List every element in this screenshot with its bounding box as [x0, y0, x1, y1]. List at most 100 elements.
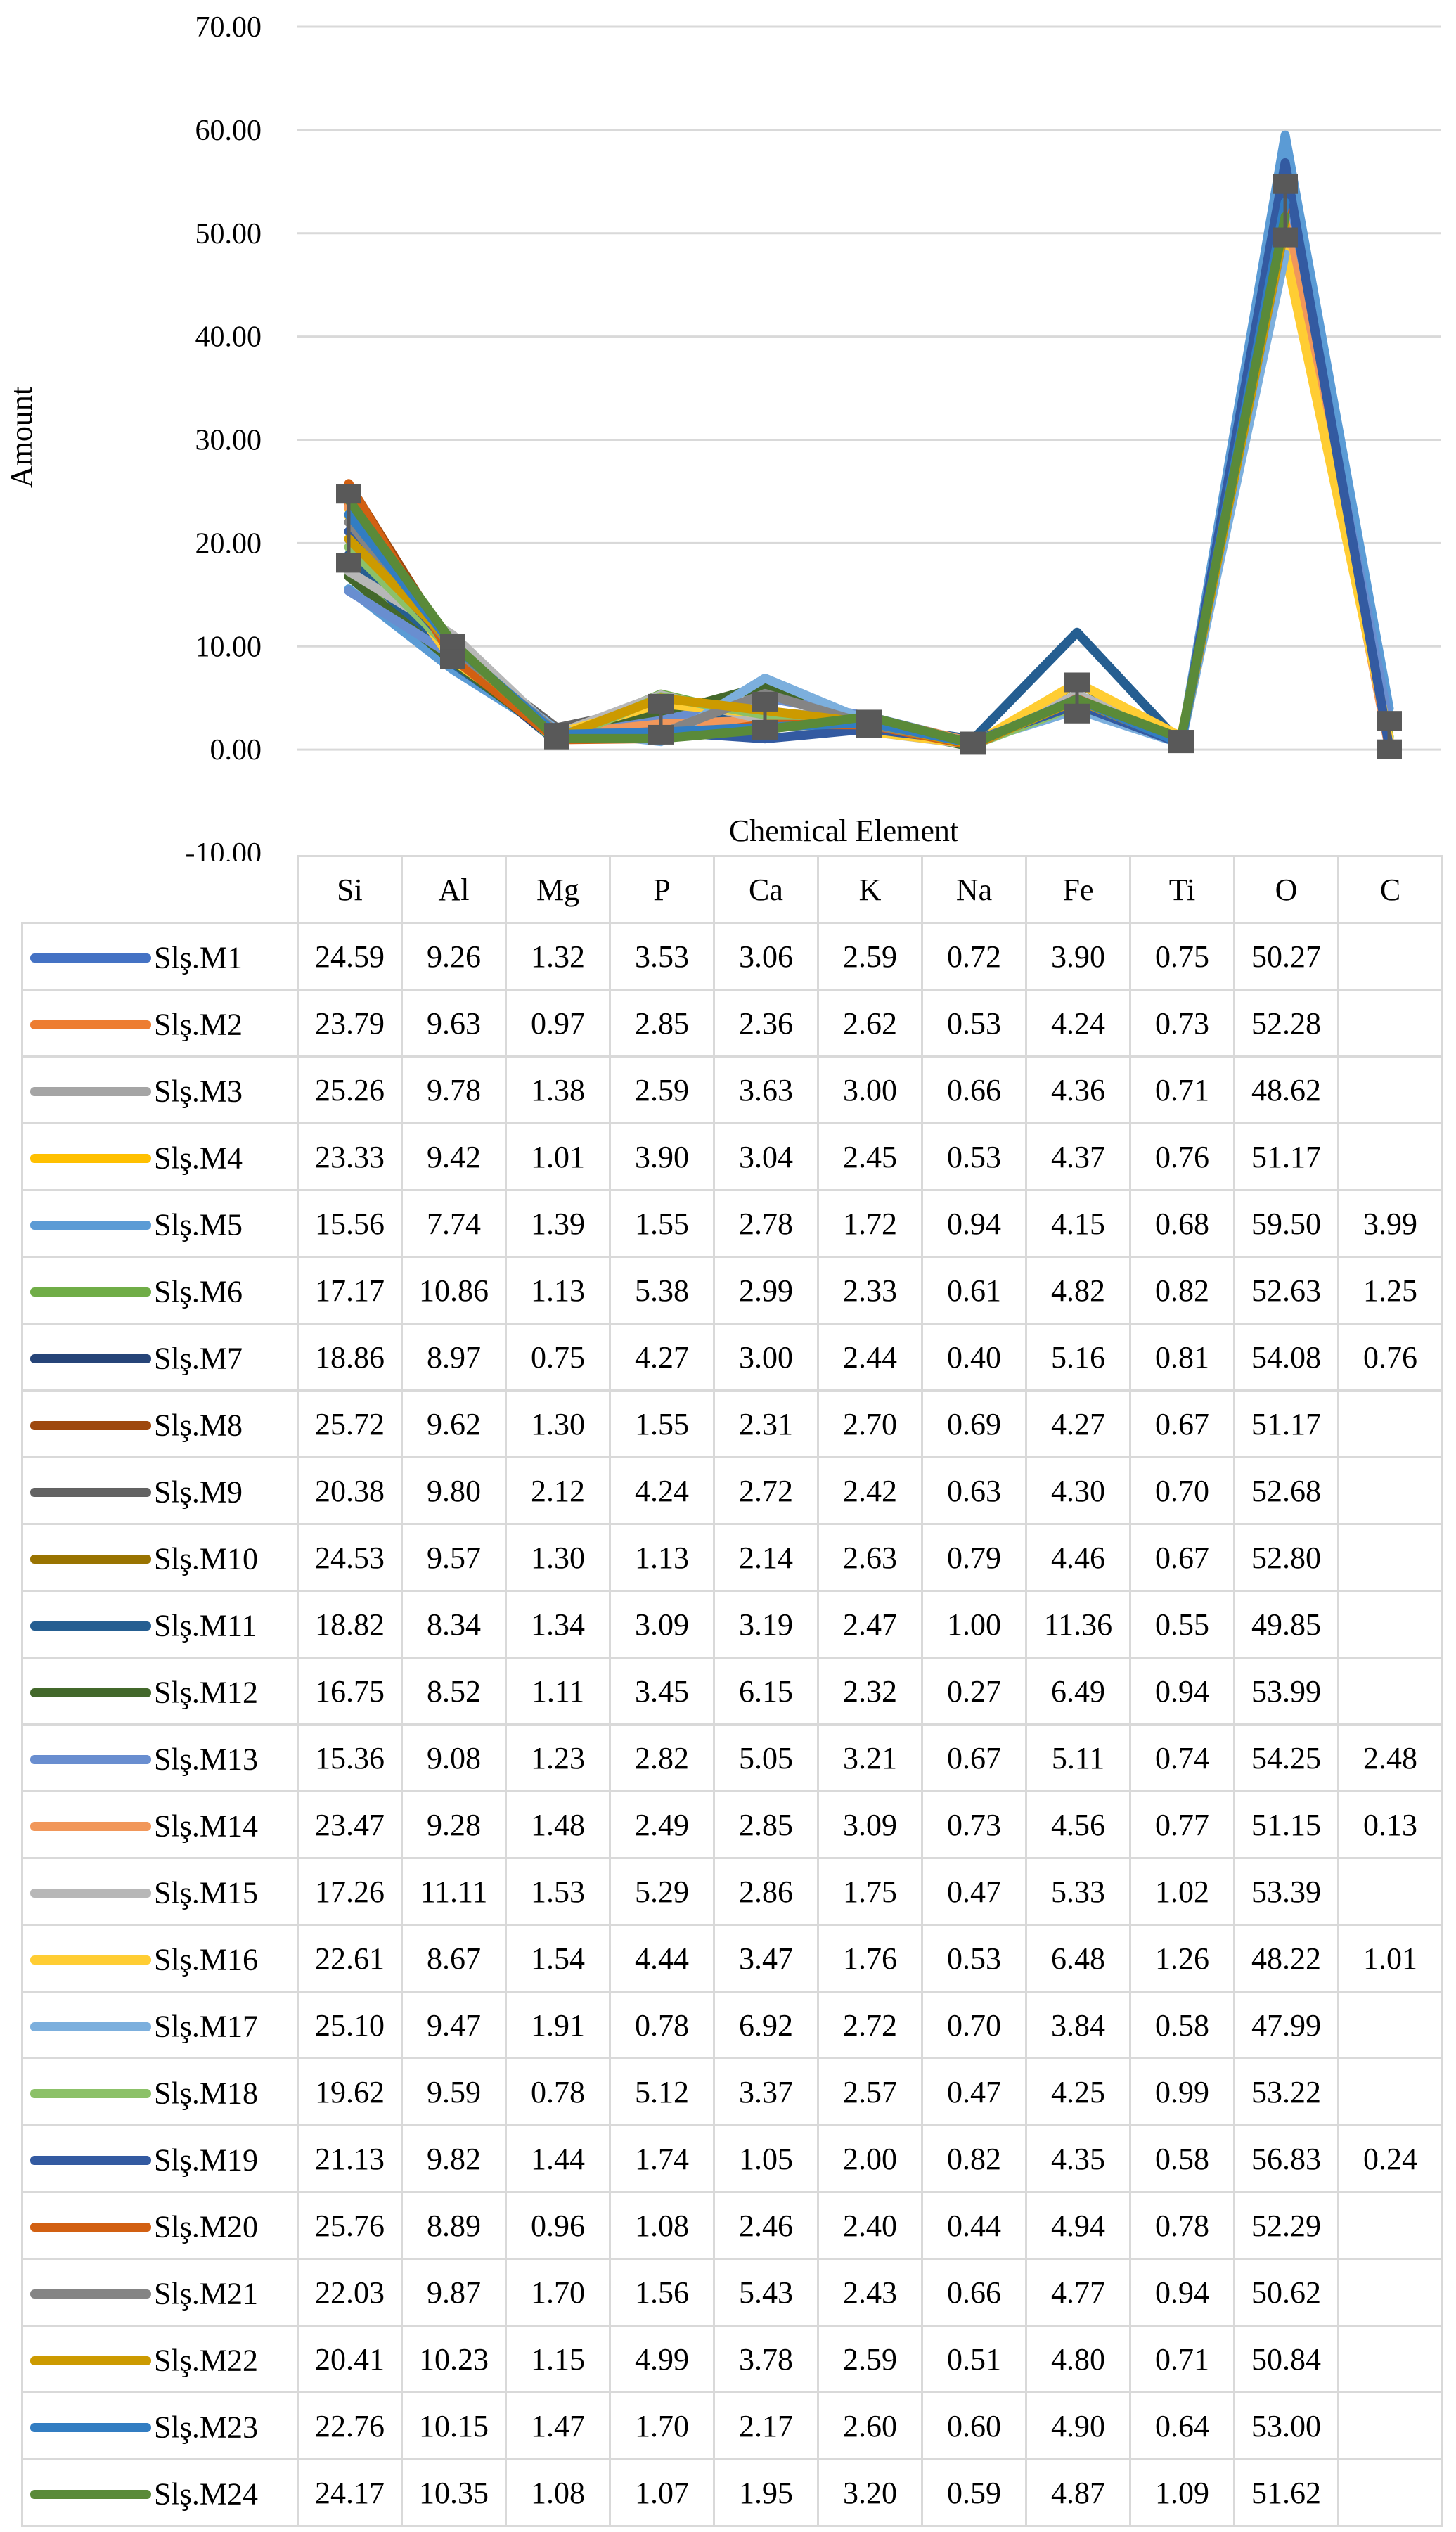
- table-cell: 3.90: [1025, 922, 1131, 991]
- table-cell: 1.08: [505, 2458, 611, 2527]
- table-cell: 1.02: [1129, 1857, 1235, 1926]
- table-cell: 47.99: [1233, 1991, 1339, 2059]
- table-cell: 0.59: [921, 2458, 1027, 2527]
- error-bar-k: [856, 709, 882, 738]
- error-bar-si: [336, 484, 361, 573]
- table-cell: 0.44: [921, 2191, 1027, 2260]
- table-cell: 18.86: [297, 1323, 403, 1392]
- table-cell: 1.55: [609, 1389, 715, 1458]
- series-name: Slş.M24: [154, 2476, 258, 2512]
- table-cell: 1.15: [505, 2325, 611, 2393]
- table-row: Slş.M22 20.41 10.23 1.15 4.99 3.78 2.59 0.51 4.8…: [21, 2325, 1443, 2393]
- table-cell: 2.40: [817, 2191, 923, 2260]
- column-header-c: C: [1337, 855, 1443, 924]
- table-cell: 59.50: [1233, 1189, 1339, 1258]
- table-cell: 2.47: [817, 1590, 923, 1659]
- table-row: Slş.M13 15.36 9.08 1.23 2.82 5.05 3.21 0.67 5.11…: [21, 1723, 1443, 1792]
- table-cell: 3.09: [817, 1790, 923, 1859]
- column-header-o: O: [1233, 855, 1339, 924]
- table-row: Slş.M7 18.86 8.97 0.75 4.27 3.00 2.44 0.40 5.16 0…: [21, 1323, 1443, 1392]
- series-name: Slş.M23: [154, 2410, 258, 2445]
- line-chart: 70.0060.0050.0040.0030.0020.0010.000.00-…: [4, 11, 1441, 861]
- table-cell: 1.26: [1129, 1924, 1235, 1993]
- table-cell: 0.76: [1129, 1122, 1235, 1191]
- legend-entry: Slş.M18: [21, 2057, 299, 2126]
- series-name: Slş.M12: [154, 1675, 258, 1710]
- table-cell: 48.62: [1233, 1055, 1339, 1124]
- table-cell: 3.09: [609, 1590, 715, 1659]
- table-cell: 10.15: [401, 2391, 507, 2460]
- table-cell: 2.72: [713, 1456, 819, 1525]
- series-name: Slş.M8: [154, 1408, 243, 1443]
- table-cell: 4.27: [609, 1323, 715, 1392]
- table-cell: 0.67: [921, 1723, 1027, 1792]
- table-cell: 20.38: [297, 1456, 403, 1525]
- table-cell: 8.52: [401, 1657, 507, 1726]
- table-cell: 1.53: [505, 1857, 611, 1926]
- table-cell: 56.83: [1233, 2124, 1339, 2193]
- table-cell: 4.94: [1025, 2191, 1131, 2260]
- series-name: Slş.M9: [154, 1474, 243, 1510]
- table-cell: 2.99: [713, 1256, 819, 1325]
- table-cell: 0.69: [921, 1389, 1027, 1458]
- table-cell: 3.45: [609, 1657, 715, 1726]
- legend-key: [30, 1354, 151, 1363]
- table-cell: 1.08: [609, 2191, 715, 2260]
- table-cell: 0.71: [1129, 1055, 1235, 1124]
- table-cell: 10.86: [401, 1256, 507, 1325]
- table-cell: 2.82: [609, 1723, 715, 1792]
- table-cell: 2.63: [817, 1523, 923, 1592]
- column-header-ti: Ti: [1129, 855, 1235, 924]
- table-cell: 1.38: [505, 1055, 611, 1124]
- table-cell: 6.49: [1025, 1657, 1131, 1726]
- table-cell: 2.59: [817, 2325, 923, 2393]
- legend-key: [30, 1487, 151, 1497]
- table-cell: 8.34: [401, 1590, 507, 1659]
- table-cell: 2.14: [713, 1523, 819, 1592]
- table-cell: 0.97: [505, 989, 611, 1058]
- table-cell: 0.58: [1129, 1991, 1235, 2059]
- table-cell: 0.61: [921, 1256, 1027, 1325]
- series-name: Slş.M19: [154, 2142, 258, 2178]
- table-cell: 0.79: [921, 1523, 1027, 1592]
- table-cell: 0.82: [1129, 1256, 1235, 1325]
- table-cell: 3.47: [713, 1924, 819, 1993]
- table-cell: 15.56: [297, 1189, 403, 1258]
- table-cell: 0.64: [1129, 2391, 1235, 2460]
- legend-key: [30, 1086, 151, 1096]
- table-row: Slş.M17 25.10 9.47 1.91 0.78 6.92 2.72 0.70 3.84…: [21, 1991, 1443, 2059]
- table-row: Slş.M10 24.53 9.57 1.30 1.13 2.14 2.63 0.79 4.46…: [21, 1523, 1443, 1592]
- legend-key: [30, 2155, 151, 2165]
- legend-key: [30, 2222, 151, 2232]
- table-cell: [1337, 2258, 1443, 2327]
- table-cell: 9.63: [401, 989, 507, 1058]
- legend-entry: Slş.M14: [21, 1790, 299, 1859]
- table-cell: 2.45: [817, 1122, 923, 1191]
- table-cell: 0.53: [921, 1924, 1027, 1993]
- series-name: Slş.M14: [154, 1808, 258, 1844]
- table-cell: [1337, 2458, 1443, 2527]
- table-header-row: Si Al Mg P Ca K Na Fe Ti O C: [22, 855, 1443, 924]
- table-cell: 25.10: [297, 1991, 403, 2059]
- table-cell: 25.76: [297, 2191, 403, 2260]
- table-cell: [1337, 1657, 1443, 1726]
- column-header-si: Si: [297, 855, 403, 924]
- table-cell: [1337, 1389, 1443, 1458]
- table-cell: [1337, 2057, 1443, 2126]
- series-line-10: [344, 200, 1290, 747]
- table-cell: 11.11: [401, 1857, 507, 1926]
- table-cell: 1.13: [609, 1523, 715, 1592]
- y-axis-title: Amount: [4, 387, 39, 488]
- legend-entry: Slş.M7: [21, 1323, 299, 1392]
- table-cell: 51.15: [1233, 1790, 1339, 1859]
- table-cell: 0.81: [1129, 1323, 1235, 1392]
- table-cell: 5.05: [713, 1723, 819, 1792]
- table-cell: 9.57: [401, 1523, 507, 1592]
- table-cell: 17.17: [297, 1256, 403, 1325]
- table-cell: 5.12: [609, 2057, 715, 2126]
- legend-key: [30, 1153, 151, 1163]
- table-cell: 1.11: [505, 1657, 611, 1726]
- error-bar-ti: [1168, 730, 1194, 754]
- table-cell: 2.85: [713, 1790, 819, 1859]
- table-cell: 0.53: [921, 1122, 1027, 1191]
